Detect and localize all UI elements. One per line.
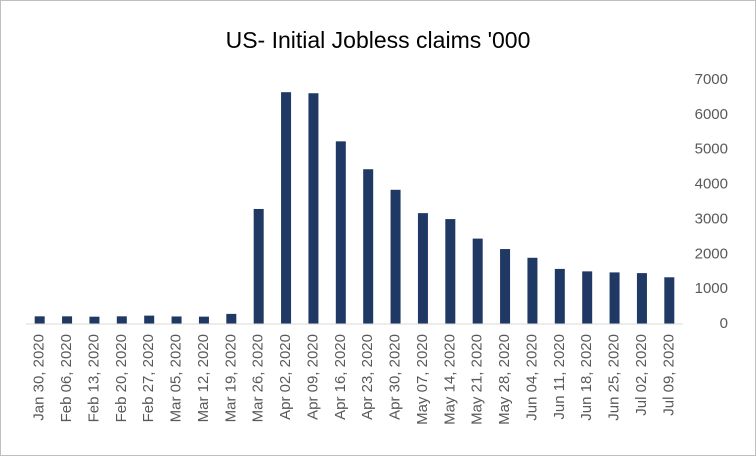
- bar: [500, 249, 511, 324]
- chart-title: US- Initial Jobless claims '000: [226, 27, 531, 53]
- bar: [198, 316, 209, 324]
- bar: [253, 208, 264, 324]
- bar: [582, 271, 593, 324]
- x-tick-label: May 21, 2020: [469, 334, 486, 425]
- y-tick-label: 0: [720, 315, 728, 332]
- bar: [363, 169, 374, 324]
- bar: [89, 316, 100, 324]
- x-tick-label: Mar 12, 2020: [195, 334, 212, 422]
- bar: [62, 316, 73, 324]
- y-tick-label: 2000: [695, 245, 728, 262]
- y-tick-label: 7000: [695, 71, 728, 88]
- x-tick-label: Apr 09, 2020: [304, 334, 321, 420]
- bar: [609, 272, 620, 324]
- bar: [171, 316, 182, 324]
- x-tick-label: Mar 26, 2020: [250, 334, 267, 422]
- x-tick-label: Jun 25, 2020: [606, 334, 623, 421]
- x-tick-label: Apr 16, 2020: [332, 334, 349, 420]
- x-tick-label: Mar 05, 2020: [168, 334, 185, 422]
- x-tick-label: Jul 02, 2020: [633, 334, 650, 416]
- bar: [34, 316, 45, 324]
- bar: [308, 93, 319, 324]
- x-tick-label: Jan 30, 2020: [31, 334, 48, 421]
- y-tick-label: 6000: [695, 106, 728, 123]
- x-tick-label: Jun 04, 2020: [523, 334, 540, 421]
- y-tick-label: 1000: [695, 280, 728, 297]
- bar: [390, 189, 401, 324]
- bar: [144, 315, 155, 324]
- x-tick-label: Mar 19, 2020: [222, 334, 239, 422]
- bar: [554, 268, 565, 324]
- x-tick-label: Apr 02, 2020: [277, 334, 294, 420]
- bar: [527, 257, 538, 324]
- bar: [445, 219, 456, 324]
- x-tick-label: Apr 23, 2020: [359, 334, 376, 420]
- bar: [116, 316, 127, 324]
- x-tick-label: May 07, 2020: [414, 334, 431, 425]
- y-tick-label: 4000: [695, 176, 728, 193]
- bar: [335, 141, 346, 324]
- x-tick-label: May 14, 2020: [441, 334, 458, 425]
- bar: [281, 92, 292, 324]
- x-tick-label: Jun 18, 2020: [578, 334, 595, 421]
- x-tick-label: Feb 06, 2020: [58, 334, 75, 422]
- x-tick-label: Feb 20, 2020: [113, 334, 130, 422]
- y-tick-label: 3000: [695, 210, 728, 227]
- x-tick-label: Jun 11, 2020: [551, 334, 568, 420]
- bar: [636, 273, 647, 324]
- bar: [417, 213, 428, 324]
- x-tick-label: Jul 09, 2020: [660, 334, 677, 416]
- x-tick-label: Apr 30, 2020: [387, 334, 404, 420]
- x-tick-label: Feb 27, 2020: [140, 334, 157, 422]
- bar: [226, 313, 237, 324]
- bar: [664, 277, 675, 324]
- bar: [472, 238, 483, 324]
- x-tick-label: Feb 13, 2020: [85, 334, 102, 422]
- y-tick-label: 5000: [695, 141, 728, 158]
- x-tick-label: May 28, 2020: [496, 334, 513, 425]
